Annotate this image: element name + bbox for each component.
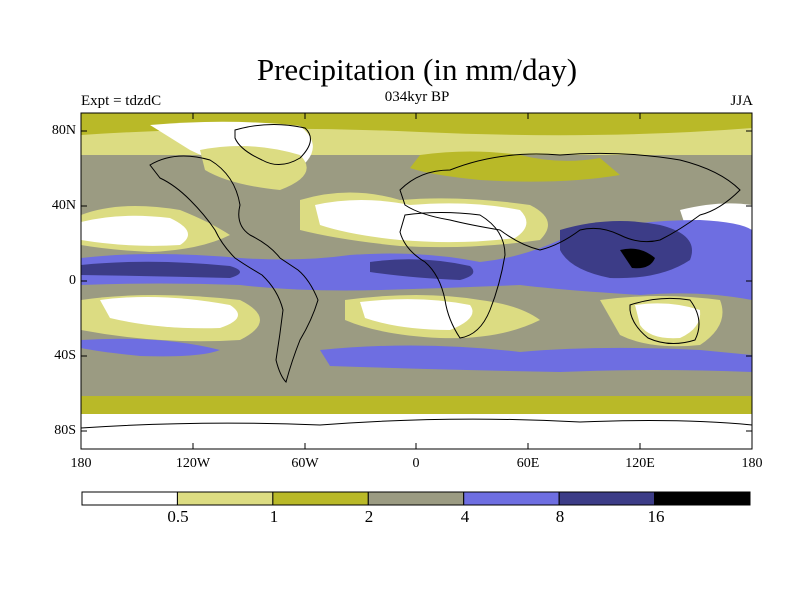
australia-dry <box>635 303 701 339</box>
colorbar-swatch <box>176 491 274 506</box>
lon-label-180w: 180 <box>70 456 92 471</box>
lon-label-60e: 60E <box>516 456 540 471</box>
ne-pacific-dry <box>81 215 188 246</box>
map-title: Precipitation (in mm/day) <box>256 52 578 87</box>
colorbar-swatch <box>81 491 178 506</box>
lon-label-120e: 120E <box>625 456 655 471</box>
experiment-label: Expt = tdzdC <box>81 93 162 109</box>
colorbar-label-2: 2 <box>364 507 374 526</box>
band-arctic-moist <box>81 113 752 136</box>
lat-label-40n: 40N <box>51 198 76 213</box>
colorbar-swatch <box>558 491 656 506</box>
lat-label-80s: 80S <box>54 423 76 438</box>
lon-label-0: 0 <box>412 456 420 471</box>
colorbar-swatch <box>367 491 465 506</box>
coast-antarctica <box>81 418 752 429</box>
storm-track-pacific <box>81 338 220 357</box>
colorbar-label-4: 4 <box>460 507 470 526</box>
itcz-pacific-heavy <box>81 261 240 278</box>
season-label: JJA <box>730 93 753 109</box>
map-field <box>81 113 752 449</box>
lon-label-120w: 120W <box>175 456 211 471</box>
colorbar-swatch <box>654 491 751 506</box>
lat-label-40s: 40S <box>54 348 76 363</box>
colorbar-swatch <box>272 491 369 506</box>
band-antarctic-moist <box>81 396 752 414</box>
itcz-africa-heavy <box>370 259 474 280</box>
lat-label-equator: 0 <box>69 273 76 288</box>
coast-eurasia <box>399 152 741 251</box>
colorbar <box>81 491 751 506</box>
axis-ticks <box>81 113 752 449</box>
coast-greenland <box>234 123 311 165</box>
colorbar-label-16: 16 <box>647 507 665 526</box>
colorbar-label-1: 1 <box>269 507 279 526</box>
colorbar-swatch <box>463 491 560 506</box>
moist-canada <box>200 146 307 190</box>
colorbar-label-8: 8 <box>555 507 565 526</box>
lon-label-60w: 60W <box>291 456 319 471</box>
time-label: 034kyr BP <box>384 89 450 105</box>
sahara-dry <box>315 200 527 243</box>
lat-label-80n: 80N <box>51 123 76 138</box>
coast-americas <box>149 155 319 383</box>
s-atlantic-dry <box>360 299 473 330</box>
band-eurasia <box>410 151 620 182</box>
colorbar-label-0-5: 0.5 <box>167 507 189 526</box>
storm-track-southern <box>320 345 752 372</box>
se-pacific-dry <box>100 296 238 329</box>
coastlines <box>81 123 752 429</box>
coast-africa <box>399 212 506 339</box>
coast-australia <box>629 297 700 344</box>
lon-label-180e: 180 <box>741 456 763 471</box>
monsoon-extreme <box>620 248 655 269</box>
